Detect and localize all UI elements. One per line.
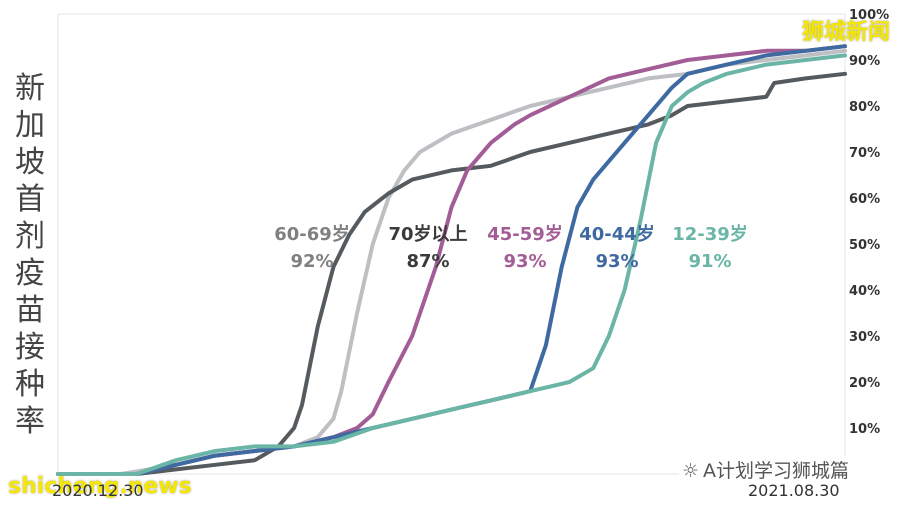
y-tick-label: 60% [849, 192, 880, 207]
title-char: 首 [15, 182, 45, 217]
title-char: 坡 [15, 145, 45, 180]
watermark-site: shicheng.news [8, 474, 192, 499]
title-char: 种 [15, 367, 45, 402]
series-value-label: 93% [503, 251, 546, 272]
series-name-label: 40-44岁 [579, 223, 655, 245]
series-labels: 60-69岁 92% 70岁以上 87% 45-59岁 93% 40-44岁 93% 12-39… [274, 223, 748, 272]
y-tick-label: 100% [849, 8, 889, 23]
wechat-watermark-text: A计划学习狮城篇 [703, 460, 850, 482]
y-tick-label: 70% [849, 146, 880, 161]
wechat-watermark: ☼ A计划学习狮城篇 [678, 456, 854, 483]
plot-area [57, 13, 846, 475]
x-tick-end: 2021.08.30 [748, 481, 840, 500]
series-name-label: 12-39岁 [672, 223, 748, 245]
series-line [56, 44, 847, 476]
title-char: 剂 [15, 219, 45, 254]
series-line [56, 53, 847, 476]
series-name-label: 60-69岁 [274, 223, 350, 245]
series-value-label: 92% [290, 251, 333, 272]
plot-frame [57, 13, 846, 475]
y-tick-label: 40% [849, 284, 880, 299]
title-char: 苗 [15, 293, 45, 328]
chart-title: 新加坡首剂疫苗接种率 [8, 70, 52, 440]
series-value-label: 93% [595, 251, 638, 272]
x-tick-start: 2020.12.30 [52, 481, 144, 500]
series-value-label: 91% [688, 251, 731, 272]
y-tick-label: 50% [849, 238, 880, 253]
series-value-label: 87% [406, 251, 449, 272]
title-char: 接 [15, 330, 45, 365]
wechat-icon: ☼ [682, 460, 700, 482]
y-tick-label: 10% [849, 422, 880, 437]
title-char: 新 [15, 71, 45, 106]
y-tick-label: 20% [849, 376, 880, 391]
watermark-logo-top: 狮城新闻 [801, 20, 890, 45]
y-tick-label: 80% [849, 100, 880, 115]
y-axis-ticks: 10% 20% 30% 40% 50% 60% 70% 80% 90% 100% [849, 8, 889, 437]
title-char: 加 [15, 108, 45, 143]
title-char: 疫 [15, 256, 45, 291]
y-tick-label: 90% [849, 54, 880, 69]
title-char: 率 [15, 404, 45, 439]
series-name-label: 45-59岁 [487, 223, 563, 245]
series-name-label: 70岁以上 [388, 223, 467, 245]
y-tick-label: 30% [849, 330, 880, 345]
series-lines [56, 44, 847, 476]
series-line [56, 71, 847, 476]
